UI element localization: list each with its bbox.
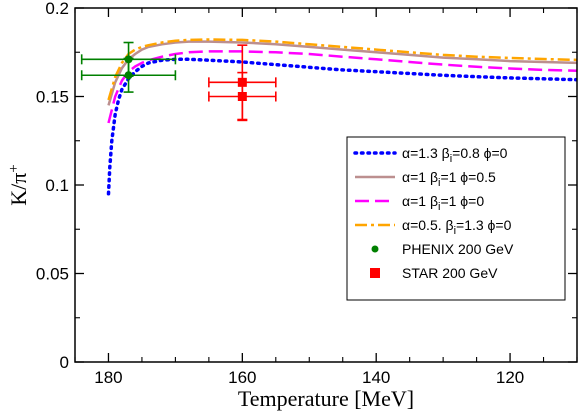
y-tick-label: 0.2: [45, 0, 69, 18]
legend-label: α=1 βi=1 ϕ=0.5: [402, 169, 496, 189]
theory-curves: [106, 38, 577, 196]
legend-label-rest: =1 ϕ=0.5: [440, 169, 496, 185]
y-tick-label: 0.15: [36, 88, 69, 107]
legend-label-sub: i: [438, 177, 440, 189]
legend-label-main: α=1 β: [402, 169, 438, 185]
legend-marker-circle: [371, 245, 379, 253]
y-axis-title-main: K/π: [6, 173, 31, 206]
marker-square: [237, 92, 247, 101]
legend-marker-square: [370, 268, 380, 278]
legend-entry-5: PHENIX 200 GeV: [371, 241, 514, 257]
legend-label-rest: =0.8 ϕ=0: [452, 145, 508, 161]
data-points: [80, 41, 277, 122]
legend-label-rest: =1 ϕ=0: [440, 193, 484, 209]
legend-label-sub: i: [438, 201, 440, 213]
x-tick-label: 140: [362, 368, 390, 387]
x-axis-title: Temperature [MeV]: [238, 386, 414, 411]
legend-label: α=0.5. βi=1.3 ϕ=0: [402, 217, 512, 237]
legend-entry-2: α=1 βi=1 ϕ=0.5: [355, 169, 496, 189]
legend-label: PHENIX 200 GeV: [402, 241, 514, 257]
legend-entry-6: STAR 200 GeV: [370, 265, 498, 281]
legend-label-rest: =1.3 ϕ=0: [456, 217, 512, 233]
y-tick-label: 0.05: [36, 265, 69, 284]
series-line-3: [107, 50, 577, 124]
axis-ticks: 180 160 140 120 0 0.05 0.1 0.15 0.2: [36, 0, 578, 387]
legend-entry-3: α=1 βi=1 ϕ=0: [355, 193, 484, 213]
legend-label-sub: i: [454, 225, 456, 237]
legend-label: STAR 200 GeV: [402, 265, 498, 281]
series-line-4: [107, 38, 577, 101]
y-tick-label: 0: [60, 353, 69, 372]
data-point-2-2: [208, 71, 277, 122]
legend-label-main: α=1.3 β: [402, 145, 450, 161]
y-axis-title: K/π+: [6, 164, 31, 206]
marker-circle: [124, 71, 133, 80]
series-line-1: [106, 57, 577, 196]
legend-label-sub: i: [450, 153, 452, 165]
x-tick-label: 180: [94, 368, 122, 387]
data-point-1-2: [80, 57, 177, 93]
series-line-2: [107, 40, 577, 106]
x-tick-label: 120: [496, 368, 524, 387]
legend-label-main: α=1 β: [402, 193, 438, 209]
legend-entry-1: α=1.3 βi=0.8 ϕ=0: [353, 145, 508, 165]
legend-label: α=1.3 βi=0.8 ϕ=0: [402, 145, 508, 165]
legend-entry-4: α=0.5. βi=1.3 ϕ=0: [355, 217, 512, 237]
legend-label-main: α=0.5. β: [402, 217, 454, 233]
y-tick-label: 0.1: [45, 176, 69, 195]
y-axis-title-sup: +: [6, 164, 22, 172]
legend: α=1.3 βi=0.8 ϕ=0α=1 βi=1 ϕ=0.5α=1 βi=1 ϕ…: [346, 136, 566, 301]
legend-box: [346, 136, 566, 301]
legend-label: α=1 βi=1 ϕ=0: [402, 193, 484, 213]
x-tick-label: 160: [228, 368, 256, 387]
